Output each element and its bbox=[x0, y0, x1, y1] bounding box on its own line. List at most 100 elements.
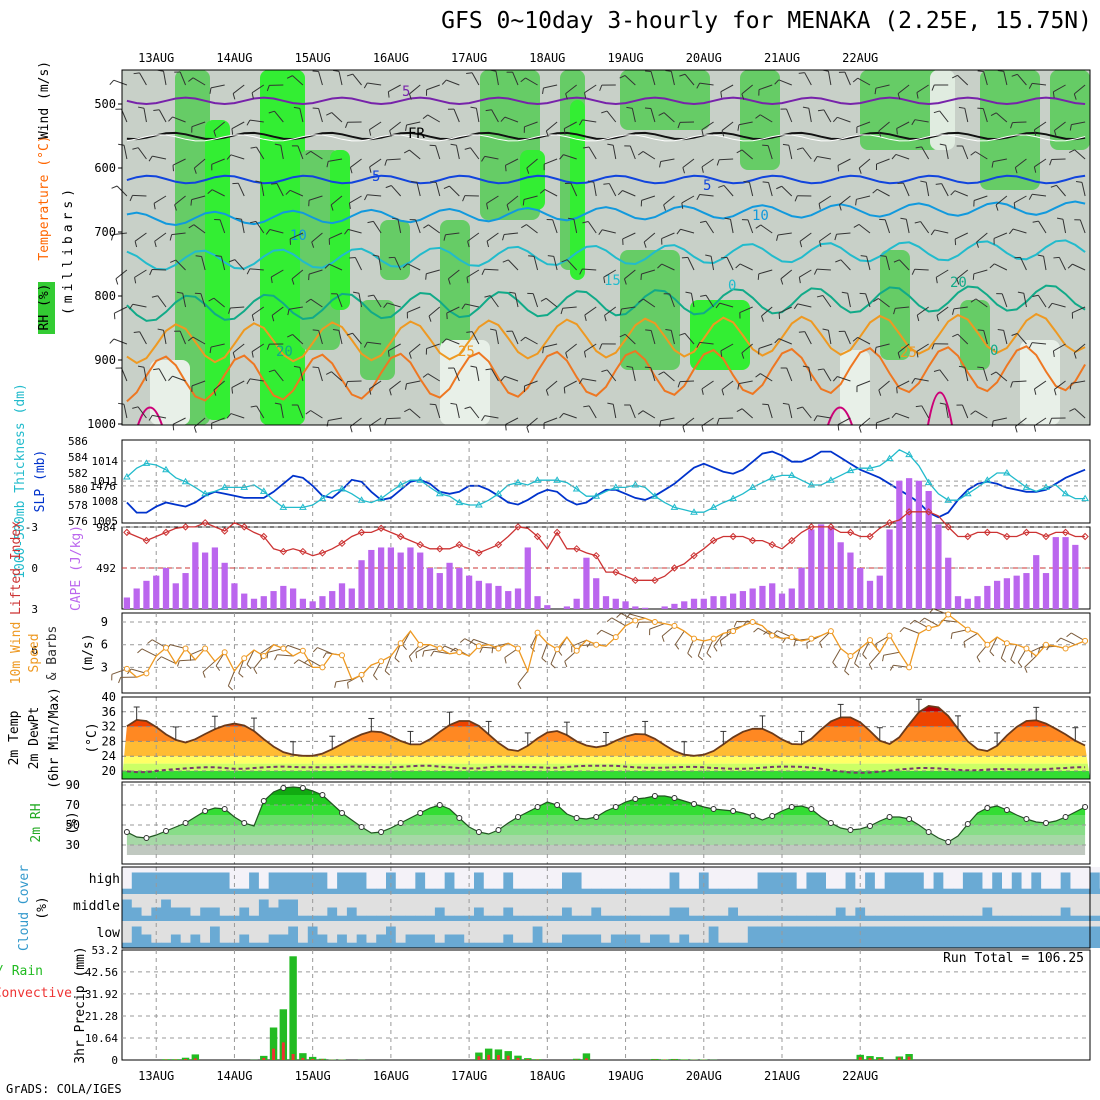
date-label-top: 20AUG bbox=[686, 51, 722, 65]
cloud-cover-cell bbox=[376, 934, 387, 948]
cloud-clear-cell bbox=[454, 894, 465, 916]
rh-shading bbox=[880, 250, 910, 360]
wind-barb bbox=[935, 269, 949, 284]
cloud-clear-cell bbox=[219, 867, 231, 873]
cape-tick-label: 984 bbox=[96, 521, 116, 534]
rh2m-point bbox=[417, 810, 424, 816]
cloud-clear-cell bbox=[904, 867, 915, 873]
cloud-clear-cell bbox=[894, 867, 905, 873]
wind-barb bbox=[404, 408, 421, 419]
thickness-point bbox=[963, 489, 972, 497]
cloud-clear-cell bbox=[953, 894, 964, 916]
cloud-cover-cell bbox=[669, 942, 680, 948]
wind10m-speed-line bbox=[126, 613, 1086, 681]
thickness-point bbox=[338, 485, 346, 492]
wind-barb bbox=[539, 189, 558, 197]
rh2m-point bbox=[612, 804, 619, 810]
wind-barb bbox=[251, 343, 265, 358]
wind-barb bbox=[972, 269, 988, 280]
lifted-index-point bbox=[905, 508, 913, 516]
cloud-cover-cell bbox=[933, 926, 944, 948]
wind-barb bbox=[520, 336, 538, 345]
cloud-clear-cell bbox=[806, 867, 817, 873]
wind-barb bbox=[682, 158, 695, 174]
cloud-clear-cell bbox=[1002, 867, 1013, 889]
cloud-clear-cell bbox=[141, 867, 152, 873]
thickness-point bbox=[377, 494, 385, 502]
rh-shading bbox=[930, 70, 955, 150]
cloud-cover-cell bbox=[434, 907, 446, 921]
cloud-clear-cell bbox=[298, 894, 309, 916]
date-label-bottom: 20AUG bbox=[686, 1069, 722, 1083]
wind-barb bbox=[990, 112, 1008, 123]
wind-barb bbox=[1053, 256, 1067, 271]
wind-barb bbox=[701, 380, 714, 395]
cloud-clear-cell bbox=[386, 894, 397, 916]
cloud-cover-cell bbox=[630, 915, 641, 921]
cloud-cover-cell bbox=[738, 942, 749, 948]
cloud-clear-cell bbox=[1050, 921, 1062, 927]
rh2m-tick-label: 90 bbox=[66, 778, 80, 792]
precip-tick-label: 0 bbox=[111, 1054, 118, 1067]
wind-barb bbox=[404, 380, 421, 390]
cloud-cover-cell bbox=[161, 872, 172, 894]
cape-bar bbox=[260, 596, 267, 609]
cloud-clear-cell bbox=[972, 867, 983, 873]
wind-barb bbox=[859, 292, 871, 308]
cape-bar bbox=[368, 549, 375, 609]
wind10m-unit: (m/s) bbox=[81, 633, 96, 672]
cloud-clear-cell bbox=[943, 867, 954, 889]
cloud-clear-cell bbox=[689, 894, 700, 916]
wind-barb bbox=[681, 256, 695, 271]
wind10m-barb bbox=[293, 659, 313, 668]
cloud-clear-cell bbox=[992, 867, 1003, 873]
lifted-index-point bbox=[983, 528, 992, 537]
cloud-clear-cell bbox=[601, 867, 612, 889]
rh-shading bbox=[570, 100, 585, 280]
rh-shading bbox=[150, 360, 190, 425]
wind-barb bbox=[344, 228, 362, 235]
cloud-cover-cell bbox=[914, 915, 925, 921]
wind10m-point bbox=[632, 617, 639, 624]
precip-convective-bar bbox=[858, 1057, 862, 1060]
wind-barb bbox=[425, 343, 440, 355]
cloud-clear-cell bbox=[268, 894, 279, 908]
thickness-point bbox=[1061, 489, 1070, 497]
wind-barb bbox=[761, 306, 773, 322]
cloud-cover-cell bbox=[610, 915, 622, 921]
cloud-clear-cell bbox=[972, 921, 983, 927]
wind-barb bbox=[274, 402, 284, 419]
wind-barb bbox=[626, 365, 636, 382]
cloud-cover-cell bbox=[747, 888, 759, 894]
cloud-clear-cell bbox=[298, 921, 309, 943]
cloud-clear-cell bbox=[601, 894, 612, 916]
cloud-clear-cell bbox=[454, 921, 465, 935]
cape-bar bbox=[397, 552, 404, 609]
contour-label: 10 bbox=[290, 228, 307, 244]
wind-barb bbox=[657, 263, 675, 271]
wind-barb bbox=[743, 181, 754, 197]
lifted-index-point bbox=[709, 536, 718, 545]
wind-barb bbox=[802, 365, 812, 382]
cloud-clear-cell bbox=[933, 867, 944, 873]
cloud-clear-cell bbox=[552, 894, 563, 916]
temp2m-tick-label: 36 bbox=[102, 705, 116, 719]
cloud-cover-cell bbox=[151, 907, 162, 921]
wind-barb bbox=[422, 114, 441, 123]
wind-barb bbox=[1052, 343, 1066, 357]
wind-barb bbox=[231, 121, 245, 135]
wind-barb bbox=[274, 143, 284, 160]
cloud-cover-cell bbox=[571, 915, 583, 921]
rh2m-tick-label: 50 bbox=[66, 818, 80, 832]
wind10m-point bbox=[280, 645, 287, 652]
cloud-clear-cell bbox=[1031, 894, 1042, 916]
cloud-cover-cell bbox=[591, 888, 602, 894]
wind-barb bbox=[369, 158, 382, 173]
cape-bar bbox=[837, 542, 844, 609]
cape-bar bbox=[612, 598, 619, 609]
wind-barb bbox=[523, 380, 538, 392]
thickness-point bbox=[299, 503, 307, 510]
wind-barb bbox=[213, 380, 225, 396]
rh-shading bbox=[1050, 70, 1090, 150]
cloud-clear-cell bbox=[249, 894, 260, 916]
